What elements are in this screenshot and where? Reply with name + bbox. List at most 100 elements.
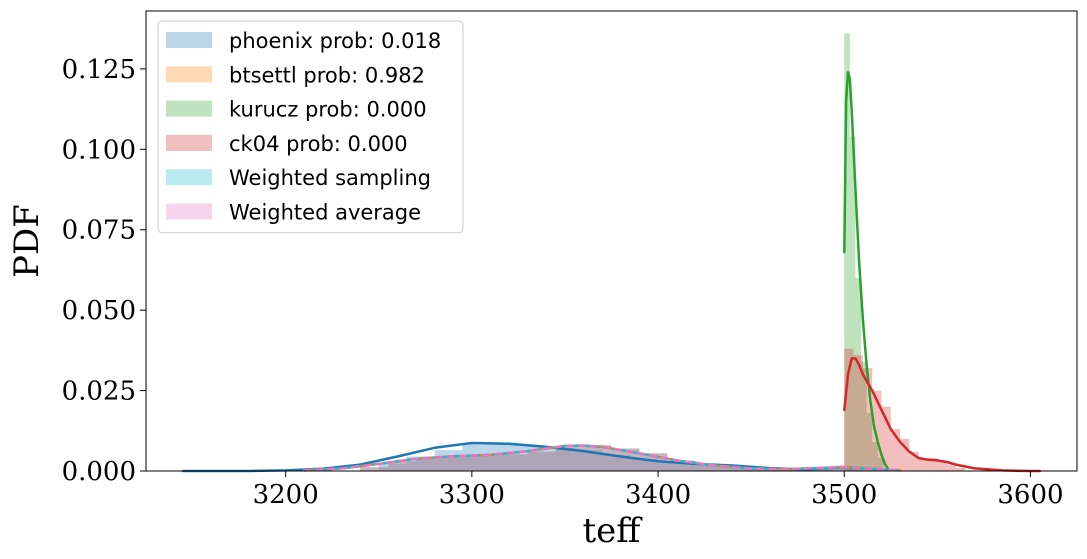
hist-bar (834, 467, 863, 471)
hist-bar (855, 277, 862, 471)
y-tick-label: 0.050 (62, 296, 136, 326)
hist-bar (937, 461, 947, 471)
y-tick-label: 0.125 (62, 55, 136, 85)
hist-bar (685, 464, 714, 471)
legend-swatch (166, 169, 212, 186)
hist-bar (872, 442, 878, 471)
x-tick-label: 3200 (253, 480, 319, 510)
legend-label: btsettl prob: 0.982 (229, 63, 425, 87)
hist-bar (443, 456, 472, 471)
hist-bar (546, 447, 575, 471)
legend-swatch (166, 32, 212, 48)
hist-bar (955, 467, 966, 471)
hist-bar (583, 445, 612, 471)
hist-bar (723, 467, 752, 471)
legend-box (157, 20, 464, 234)
hist-1 (360, 445, 863, 471)
hist-0 (378, 442, 854, 471)
hist-bar (378, 463, 407, 471)
hist-bar (834, 467, 863, 471)
legend-swatch (166, 203, 212, 220)
y-tick-label: 0.100 (62, 135, 136, 165)
legend-label: ck04 prob: 0.000 (229, 132, 408, 156)
hist-bar (667, 460, 696, 471)
hist-bar (583, 445, 612, 471)
histogram-layer (360, 33, 966, 472)
x-tick-label: 3300 (439, 480, 505, 510)
hist-bar (360, 467, 389, 471)
hist-bar (881, 406, 891, 471)
x-axis-title: teff (583, 511, 644, 551)
hist-bar (946, 464, 956, 471)
hist-bar (834, 467, 863, 471)
hist-bar (723, 467, 752, 471)
hist-bar (527, 451, 556, 471)
hist-bar (844, 348, 854, 471)
legend-label: phoenix prob: 0.018 (229, 29, 441, 53)
hist-bar (490, 442, 519, 471)
hist-bar (918, 458, 929, 471)
hist-bar (415, 458, 444, 471)
hist-bar (611, 448, 640, 471)
legend-label: Weighted sampling (229, 166, 431, 190)
hist-bar (872, 390, 882, 471)
y-tick-label: 0.025 (62, 377, 136, 407)
hist-bar (527, 451, 556, 471)
hist-bar (471, 455, 500, 471)
x-tick-label: 3500 (811, 480, 877, 510)
hist-bar (723, 467, 752, 471)
hist-bar (866, 413, 873, 471)
hist-bar (415, 458, 444, 471)
hist-bar (583, 445, 612, 471)
hist-bar (713, 466, 742, 471)
hist-bar (499, 454, 528, 471)
hist-3 (844, 348, 966, 471)
hist-bar (388, 461, 416, 471)
hist-bar (853, 355, 863, 471)
hist-bar (695, 465, 724, 471)
hist-bar (825, 466, 854, 471)
hist-bar (900, 438, 910, 471)
legend-swatch (166, 66, 212, 83)
hist-bar (360, 467, 389, 471)
y-tick-label: 0.075 (62, 216, 136, 246)
hist-bar (909, 451, 919, 471)
hist-bar (388, 461, 416, 471)
hist-2 (844, 33, 884, 472)
hist-bar (527, 451, 556, 471)
legend: phoenix prob: 0.018 btsettl prob: 0.982 ku… (157, 20, 464, 234)
legend-label: Weighted average (229, 201, 421, 225)
hist-bar (849, 136, 856, 472)
hist-bar (388, 461, 416, 471)
hist-bar (471, 455, 500, 471)
hist-bar (667, 460, 696, 471)
kde-line-2 (843, 70, 891, 472)
hist-bar (443, 456, 472, 471)
x-tick-label: 3600 (997, 480, 1063, 510)
hist-bar (862, 368, 873, 471)
x-tick-label: 3400 (625, 480, 691, 510)
hist-bar (890, 429, 901, 471)
hist-bar (611, 448, 640, 471)
kde-layer (181, 70, 1042, 473)
hist-bar (695, 465, 724, 471)
y-axis-title: PDF (7, 204, 47, 278)
plot-frame (145, 10, 1078, 472)
hist-5 (360, 445, 863, 471)
legend-swatch (166, 100, 212, 117)
hist-bar (499, 454, 528, 471)
legend-swatch (166, 134, 212, 151)
hist-bar (602, 454, 631, 471)
hist-bar (443, 456, 472, 471)
hist-bar (861, 361, 867, 471)
hist-bar (658, 461, 686, 471)
hist-bar (471, 455, 500, 471)
legend-label: kurucz prob: 0.000 (229, 98, 427, 122)
hist-bar (877, 458, 884, 471)
kde-line-3 (843, 357, 1042, 473)
hist-bar (360, 467, 389, 471)
kde-line-5 (303, 444, 902, 472)
hist-bar (667, 460, 696, 471)
hist-bar (695, 465, 724, 471)
